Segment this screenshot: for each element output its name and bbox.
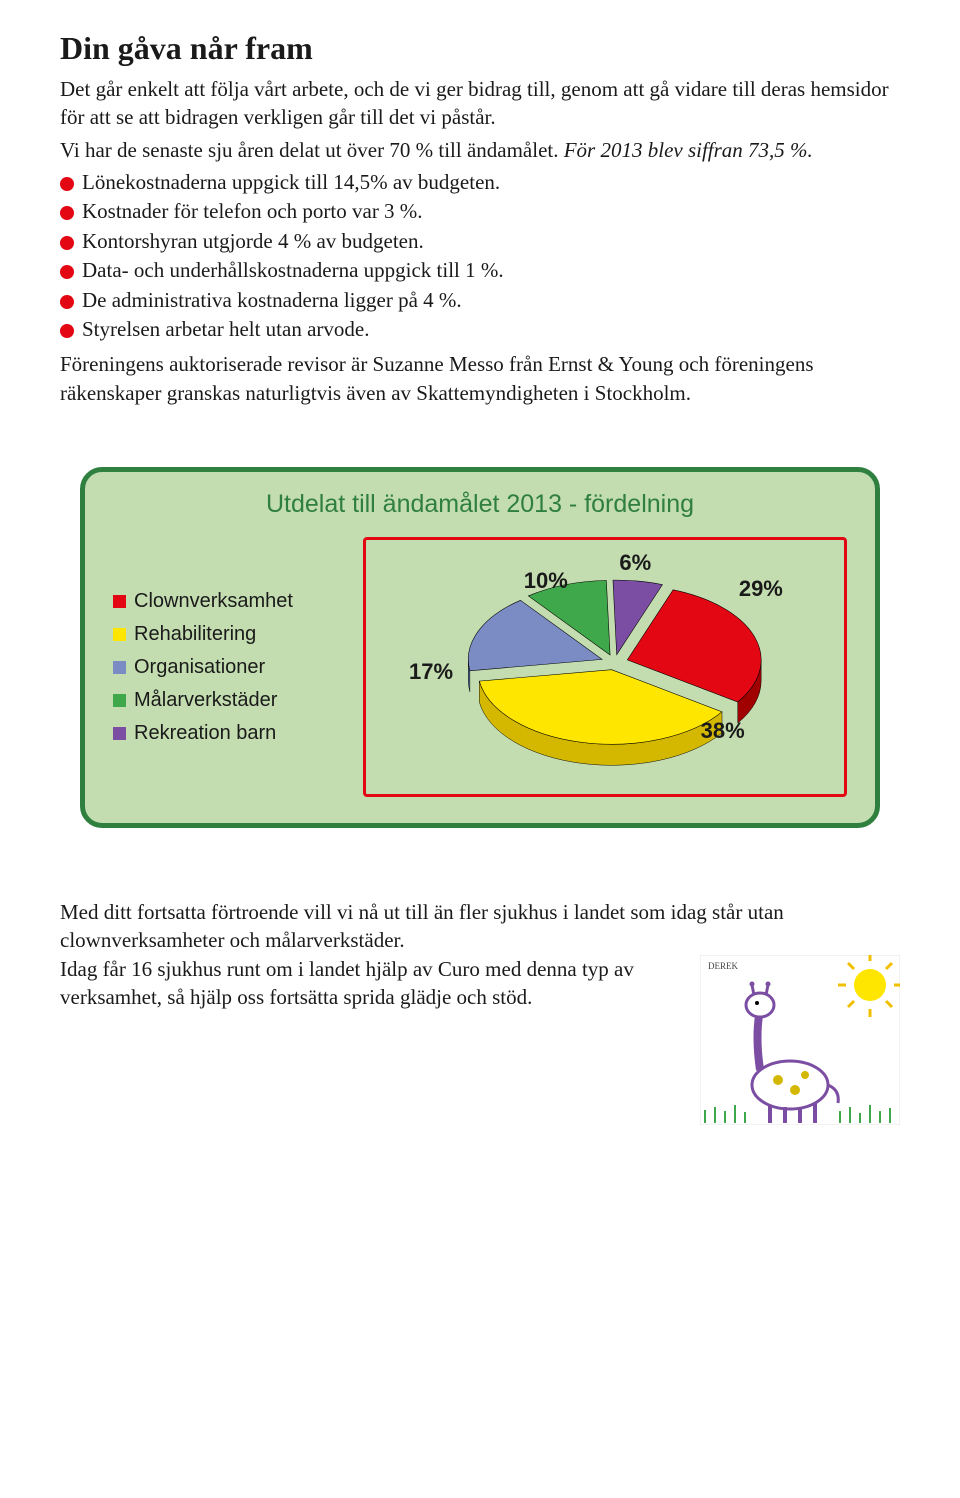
pie-percent-label: 10% — [524, 568, 568, 594]
closing-paragraph-1: Med ditt fortsatta förtroende vill vi nå… — [60, 898, 900, 955]
bullet-text: Data- och underhållskostnaderna uppgick … — [82, 256, 504, 285]
pie-percent-label: 29% — [739, 576, 783, 602]
bullet-text: De administrativa kostnaderna ligger på … — [82, 286, 462, 315]
bullet-text: Kostnader för telefon och porto var 3 %. — [82, 197, 423, 226]
followup-paragraph: Föreningens auktoriserade revisor är Suz… — [60, 350, 900, 407]
legend-swatch — [113, 727, 126, 740]
legend-item: Organisationer — [113, 656, 333, 679]
bullet-item: De administrativa kostnaderna ligger på … — [60, 286, 900, 315]
bullet-text: Lönekostnaderna uppgick till 14,5% av bu… — [82, 168, 500, 197]
bullet-list: Lönekostnaderna uppgick till 14,5% av bu… — [60, 168, 900, 344]
chart-legend: Clownverksamhet Rehabilitering Organisatio… — [113, 580, 333, 755]
legend-item: Målarverkstäder — [113, 689, 333, 712]
drawing-signature: DEREK — [708, 961, 738, 971]
legend-item: Clownverksamhet — [113, 590, 333, 613]
legend-swatch — [113, 595, 126, 608]
pie-chart: 29% 38% 17% 10% 6% — [363, 537, 847, 797]
intro-2b: För 2013 blev siffran 73,5 %. — [564, 138, 813, 162]
bullet-dot-icon — [60, 177, 74, 191]
bullet-dot-icon — [60, 295, 74, 309]
bullet-item: Kostnader för telefon och porto var 3 %. — [60, 197, 900, 226]
intro-2a: Vi har de senaste sju åren delat ut över… — [60, 138, 564, 162]
legend-item: Rekreation barn — [113, 722, 333, 745]
page-title: Din gåva når fram — [60, 30, 900, 67]
legend-swatch — [113, 694, 126, 707]
bullet-dot-icon — [60, 265, 74, 279]
legend-label: Clownverksamhet — [134, 590, 293, 613]
bullet-text: Kontorshyran utgjorde 4 % av budgeten. — [82, 227, 424, 256]
legend-swatch — [113, 661, 126, 674]
closing-paragraph-2: Idag får 16 sjukhus runt om i landet hjä… — [60, 955, 680, 1012]
bullet-dot-icon — [60, 206, 74, 220]
pie-percent-label: 6% — [619, 550, 651, 576]
chart-title: Utdelat till ändamålet 2013 - fördelning — [113, 490, 847, 519]
bullet-text: Styrelsen arbetar helt utan arvode. — [82, 315, 369, 344]
intro-paragraph-1: Det går enkelt att följa vårt arbete, oc… — [60, 75, 900, 132]
bullet-item: Styrelsen arbetar helt utan arvode. — [60, 315, 900, 344]
legend-label: Rehabilitering — [134, 623, 256, 646]
bullet-dot-icon — [60, 236, 74, 250]
legend-label: Rekreation barn — [134, 722, 276, 745]
bullet-dot-icon — [60, 324, 74, 338]
pie-percent-label: 38% — [701, 718, 745, 744]
intro-paragraph-2: Vi har de senaste sju åren delat ut över… — [60, 136, 900, 164]
legend-item: Rehabilitering — [113, 623, 333, 646]
legend-label: Organisationer — [134, 656, 265, 679]
child-drawing: DEREK — [700, 955, 900, 1125]
legend-label: Målarverkstäder — [134, 689, 277, 712]
legend-swatch — [113, 628, 126, 641]
bullet-item: Lönekostnaderna uppgick till 14,5% av bu… — [60, 168, 900, 197]
bullet-item: Data- och underhållskostnaderna uppgick … — [60, 256, 900, 285]
pie-percent-label: 17% — [409, 659, 453, 685]
chart-card: Utdelat till ändamålet 2013 - fördelning… — [80, 467, 880, 828]
bullet-item: Kontorshyran utgjorde 4 % av budgeten. — [60, 227, 900, 256]
